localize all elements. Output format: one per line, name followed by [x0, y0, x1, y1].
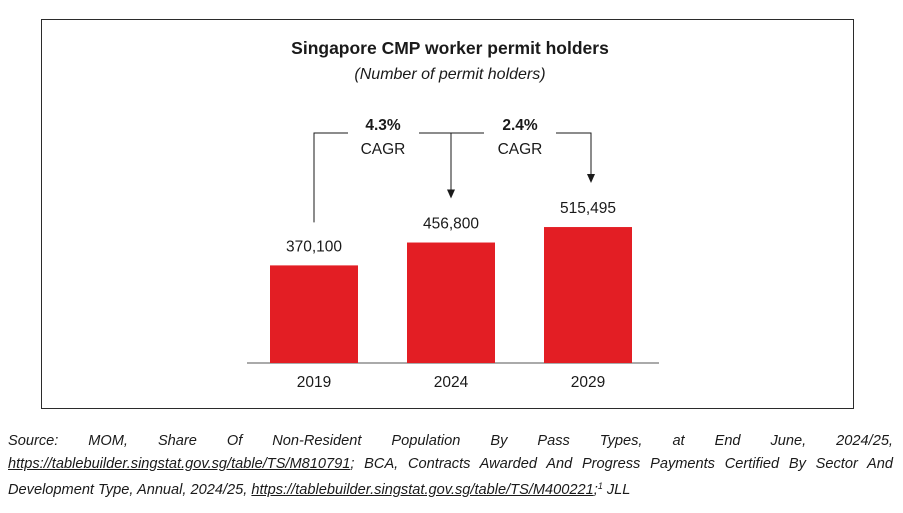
- source-text-mid: ; BCA, Contracts Awarded And Progress Pa…: [8, 455, 893, 499]
- arrowhead-2024: [447, 189, 455, 199]
- cagr-bracket-start-2019: [313, 132, 348, 223]
- source-text-lead: Source: MOM, Share Of Non-Resident Popul…: [8, 433, 893, 449]
- chart-frame: Singapore CMP worker permit holders (Num…: [41, 19, 854, 409]
- source-text-tail: JLL: [602, 482, 631, 498]
- bar-chart: Singapore CMP worker permit holders (Num…: [247, 38, 659, 391]
- cagr-label-2019-2024: CAGR: [361, 141, 406, 158]
- bar-2024: [407, 242, 495, 363]
- cagr-value-2024-2029: 2.4%: [502, 117, 538, 134]
- x-tick-label-2024: 2024: [434, 374, 469, 391]
- value-label-2029: 515,495: [560, 200, 616, 217]
- source-separator: ;: [593, 482, 598, 498]
- bar-2019: [270, 265, 358, 363]
- footnote-marker: 1: [597, 481, 603, 491]
- x-tick-label-2019: 2019: [297, 374, 331, 391]
- cagr-bracket-end-2029: [556, 132, 592, 176]
- source-link-m400221[interactable]: https://tablebuilder.singstat.gov.sg/tab…: [251, 482, 594, 498]
- arrowhead-2029: [587, 174, 595, 184]
- value-label-2019: 370,100: [286, 238, 342, 255]
- cagr-bracket-end-2024: [419, 132, 452, 191]
- cagr-label-2024-2029: CAGR: [498, 141, 543, 158]
- x-tick-label-2029: 2029: [571, 374, 605, 391]
- bar-2029: [544, 227, 632, 363]
- chart-title: Singapore CMP worker permit holders: [291, 38, 609, 58]
- value-label-2024: 456,800: [423, 216, 479, 233]
- source-note: Source: MOM, Share Of Non-Resident Popul…: [8, 430, 893, 502]
- source-link-m810791[interactable]: https://tablebuilder.singstat.gov.sg/tab…: [8, 455, 351, 472]
- cagr-value-2019-2024: 4.3%: [365, 117, 401, 134]
- chart-subtitle: (Number of permit holders): [354, 66, 545, 83]
